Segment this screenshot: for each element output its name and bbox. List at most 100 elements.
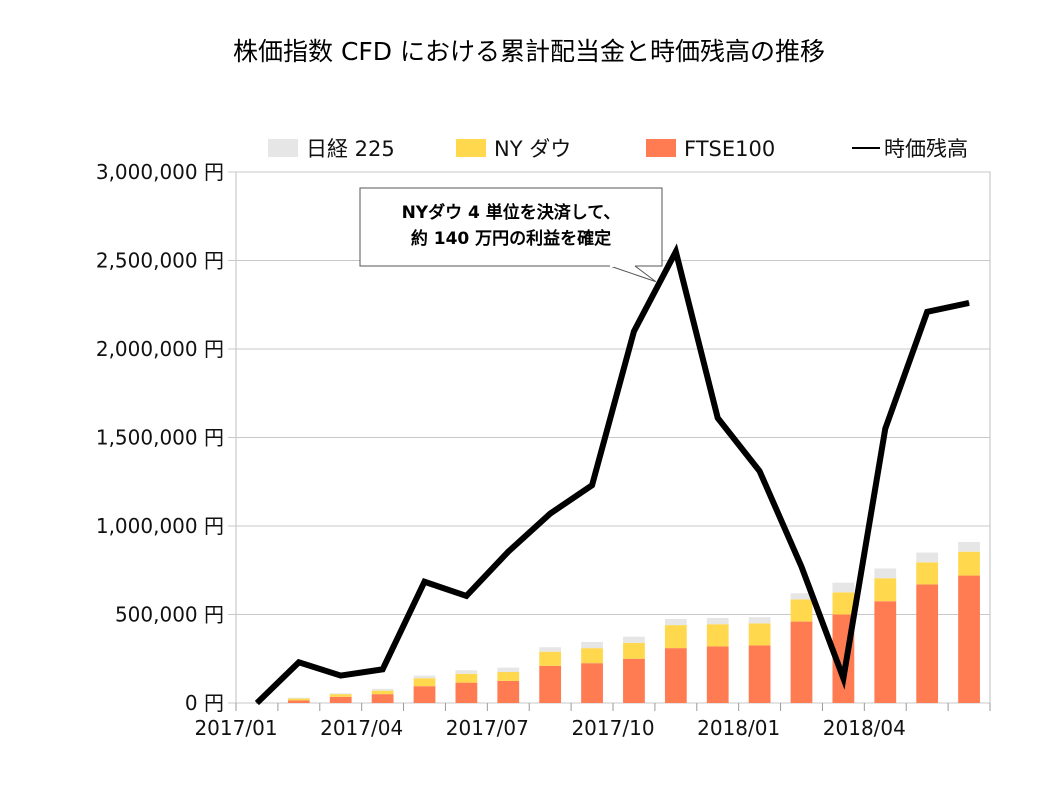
y-tick-label: 500,000 円 — [115, 603, 224, 627]
bar-segment — [623, 658, 645, 703]
bar-segment — [455, 682, 478, 703]
bar-segment — [958, 541, 980, 552]
legend-swatch — [646, 139, 676, 157]
legend-label: 日経 225 — [306, 137, 395, 161]
bar-segment — [581, 663, 603, 703]
bar-segment — [329, 694, 352, 697]
balance-point — [633, 330, 635, 332]
bar-segment — [287, 698, 310, 701]
bar-segment — [371, 690, 394, 695]
balance-point — [926, 311, 928, 313]
y-tick-label: 2,500,000 円 — [96, 249, 224, 273]
bar-segment — [874, 578, 897, 602]
bar-segment — [790, 621, 813, 703]
y-tick-label: 1,000,000 円 — [96, 514, 224, 538]
callout-box — [359, 187, 663, 267]
bar-segment — [664, 625, 687, 649]
balance-point — [884, 428, 886, 430]
x-tick-label: 2017/10 — [571, 716, 654, 740]
bar-segment — [581, 641, 603, 649]
bar-segment — [832, 582, 855, 593]
x-tick-label: 2017/07 — [446, 716, 529, 740]
bar-segment — [664, 618, 687, 626]
bar-segment — [413, 678, 436, 687]
bar-segment — [413, 675, 436, 679]
bar-segment — [623, 642, 645, 659]
legend-label: 時価残高 — [884, 137, 968, 161]
balance-point — [256, 702, 258, 704]
bar-segment — [748, 645, 771, 703]
balance-point — [717, 417, 719, 419]
bar-segment — [623, 636, 645, 643]
bar-segment — [874, 601, 897, 703]
legend-label: FTSE100 — [684, 137, 775, 161]
bar-segment — [371, 694, 394, 703]
bar-segment — [539, 647, 562, 652]
bar-segment — [329, 693, 352, 695]
bar-segment — [287, 700, 310, 703]
bar-segment — [329, 696, 352, 703]
chart-title: 株価指数 CFD における累計配当金と時価残高の推移 — [233, 37, 825, 66]
bar-segment — [916, 552, 939, 563]
bar-segment — [958, 575, 980, 703]
line-layer — [254, 243, 970, 706]
bar-segment — [874, 568, 897, 579]
balance-point — [424, 581, 425, 583]
x-tick-label: 2018/01 — [697, 716, 780, 740]
bar-segment — [664, 648, 687, 703]
legend-swatch — [268, 139, 298, 157]
y-tick-label: 2,000,000 円 — [96, 337, 224, 361]
balance-point — [549, 513, 551, 515]
balance-point — [382, 668, 384, 670]
balance-point — [675, 251, 677, 253]
balance-point — [842, 677, 844, 679]
legend: 日経 225 NY ダウ FTSE100 時価残高 — [268, 137, 968, 161]
bar-segment — [748, 617, 771, 624]
bar-segment — [706, 646, 729, 703]
bar-segment — [497, 680, 520, 703]
bar-segment — [497, 667, 520, 673]
balance-point — [340, 675, 342, 677]
bar-segment — [497, 672, 520, 681]
legend-label: NY ダウ — [494, 137, 571, 161]
bar-segment — [790, 599, 813, 622]
balance-point — [968, 302, 970, 304]
bar-segment — [916, 584, 939, 703]
bar-segment — [958, 551, 980, 576]
bar-layer — [287, 541, 980, 703]
x-tick-label: 2017/01 — [194, 716, 277, 740]
bar-segment — [790, 593, 813, 600]
bar-segment — [539, 651, 562, 666]
balance-point — [759, 470, 761, 472]
bar-segment — [539, 665, 562, 703]
axis-layer: 0 円 500,000 円 1,000,000 円 1,500,000 円 2,000,… — [96, 160, 991, 740]
bar-segment — [832, 592, 855, 615]
bar-segment — [581, 648, 603, 664]
balance-point — [465, 595, 467, 597]
callout: NYダウ 4 単位を決済して、約 140 万円の利益を確定 — [359, 187, 663, 283]
y-tick-label: 3,000,000 円 — [96, 160, 224, 184]
bar-segment — [287, 697, 310, 699]
bar-segment — [706, 624, 729, 647]
bar-segment — [371, 688, 394, 691]
bar-segment — [706, 618, 729, 625]
bar-segment — [748, 623, 771, 646]
balance-line — [254, 243, 970, 706]
balance-point — [591, 484, 593, 486]
x-tick-label: 2017/04 — [320, 716, 403, 740]
bar-segment — [916, 562, 939, 585]
balance-point — [507, 551, 509, 553]
y-tick-label: 1,500,000 円 — [96, 426, 224, 450]
callout-text: 約 140 万円の利益を確定 — [411, 228, 611, 249]
bar-segment — [455, 670, 478, 674]
bar-segment — [413, 686, 436, 703]
bar-segment — [455, 673, 478, 683]
x-tick-label: 2018/04 — [823, 716, 906, 740]
balance-point — [801, 566, 802, 568]
legend-swatch — [456, 139, 486, 157]
balance-point — [298, 661, 300, 663]
callout-text: NYダウ 4 単位を決済して、 — [402, 202, 621, 223]
y-tick-label: 0 円 — [185, 691, 224, 715]
